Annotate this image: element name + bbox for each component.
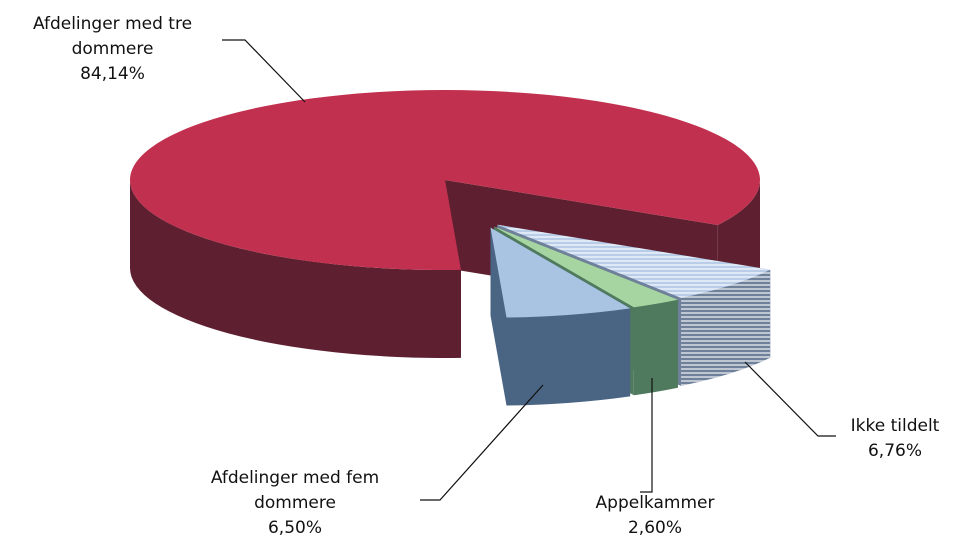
pie-slice xyxy=(130,90,761,271)
category-label: Afdelinger med fem dommere xyxy=(210,468,380,513)
pie-slice xyxy=(490,227,631,318)
value-label: 6,50% xyxy=(267,518,322,538)
slice-label: Afdelinger med tre dommere 84,14% xyxy=(0,12,225,87)
slice-texture xyxy=(497,224,771,298)
leader-line xyxy=(420,384,544,501)
category-label: Afdelinger med tre dommere xyxy=(32,14,193,59)
slice-side xyxy=(130,180,461,358)
slice-label: Afdelinger med fem dommere 6,50% xyxy=(180,466,410,541)
slice-label: Appelkammer 2,60% xyxy=(560,491,750,541)
leader-line xyxy=(640,378,653,493)
value-label: 84,14% xyxy=(80,64,145,84)
slice-wall xyxy=(490,227,507,406)
category-label: Appelkammer xyxy=(595,493,715,513)
category-label: Ikke tildelt xyxy=(850,416,940,436)
value-label: 2,60% xyxy=(627,518,682,538)
slice-label: Ikke tildelt 6,76% xyxy=(835,414,955,464)
leader-line xyxy=(222,39,306,103)
value-label: 6,76% xyxy=(867,441,922,461)
leader-line xyxy=(744,361,836,437)
slice-side xyxy=(506,308,631,406)
slice-side-texture xyxy=(681,269,771,386)
slice-side xyxy=(633,299,678,396)
pie-slice xyxy=(494,226,678,308)
